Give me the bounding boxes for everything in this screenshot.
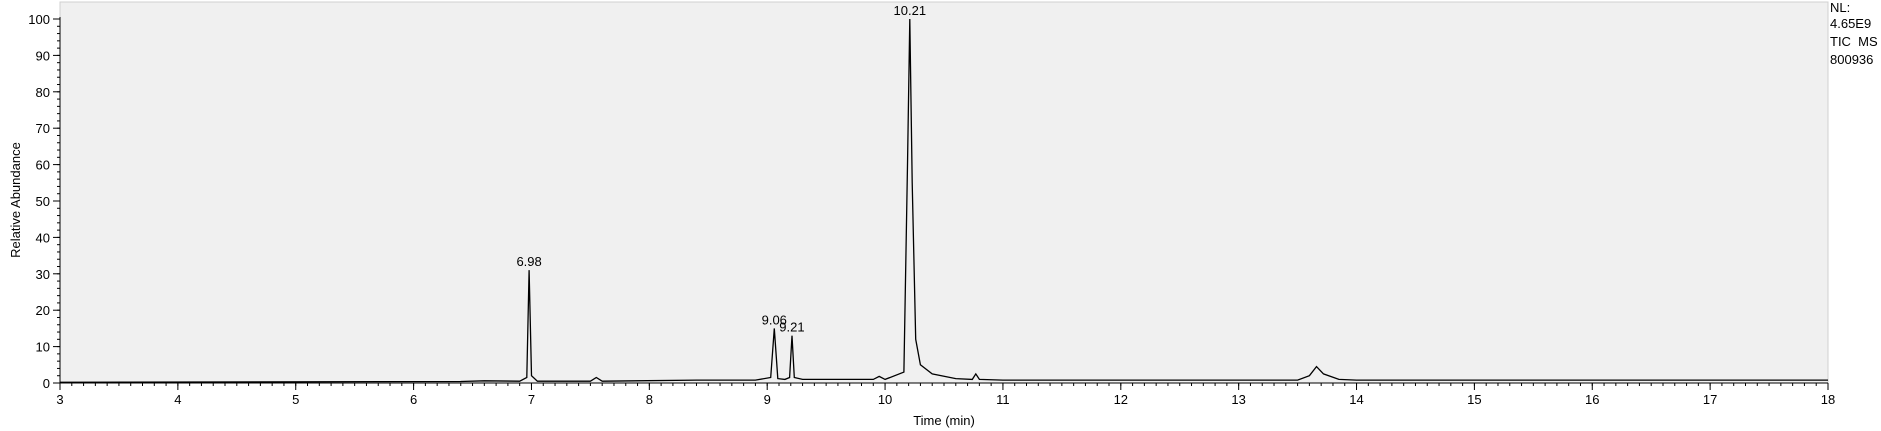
x-axis-title: Time (min) xyxy=(913,413,975,428)
chromatogram-trace xyxy=(59,18,1828,383)
y-tick-label: 50 xyxy=(36,194,50,209)
peak-labels: 6.98 9.069.21 10.21 xyxy=(516,3,926,335)
y-tick-label: 10 xyxy=(36,340,50,355)
y-tick-label: 80 xyxy=(36,85,50,100)
peak-label: 9.06 xyxy=(762,312,787,327)
nl-label: NL: xyxy=(1830,0,1850,15)
y-tick-label: 30 xyxy=(36,267,50,282)
y-tick-label: 60 xyxy=(36,158,50,173)
x-tick-label: 5 xyxy=(292,392,299,407)
y-tick-label: 90 xyxy=(36,48,50,63)
ticks: 3 4 5 6 7 8 9 10 11 12 13 14 15 16 17 18 0 10 20 30 40 50 60 70… xyxy=(28,12,1835,407)
x-tick-label: 13 xyxy=(1231,392,1245,407)
x-tick-label: 6 xyxy=(410,392,417,407)
y-tick-label: 100 xyxy=(28,12,50,27)
x-tick-label: 7 xyxy=(528,392,535,407)
x-tick-label: 9 xyxy=(764,392,771,407)
x-tick-label: 16 xyxy=(1585,392,1599,407)
x-tick-label: 15 xyxy=(1467,392,1481,407)
y-axis-title: Relative Abundance xyxy=(8,142,23,258)
peak-label: 6.98 xyxy=(516,254,541,269)
x-tick-label: 11 xyxy=(996,392,1010,407)
peak-label: 9.21 xyxy=(779,320,804,335)
x-tick-label: 14 xyxy=(1349,392,1363,407)
scan-type: TIC MS xyxy=(1830,34,1878,49)
x-tick-label: 12 xyxy=(1114,392,1128,407)
y-tick-label: 0 xyxy=(43,376,50,391)
y-tick-label: 20 xyxy=(36,303,50,318)
y-tick-label: 40 xyxy=(36,230,50,245)
peak-label: 10.21 xyxy=(894,3,927,18)
plot-background xyxy=(59,1,1829,384)
x-tick-label: 4 xyxy=(174,392,181,407)
x-tick-label: 17 xyxy=(1703,392,1717,407)
nl-value: 4.65E9 xyxy=(1830,16,1871,31)
y-tick-label: 70 xyxy=(36,121,50,136)
x-tick-label: 10 xyxy=(878,392,892,407)
file-id: 800936 xyxy=(1830,52,1873,67)
x-tick-label: 18 xyxy=(1821,392,1835,407)
x-tick-label: 8 xyxy=(646,392,653,407)
x-tick-label: 3 xyxy=(56,392,63,407)
